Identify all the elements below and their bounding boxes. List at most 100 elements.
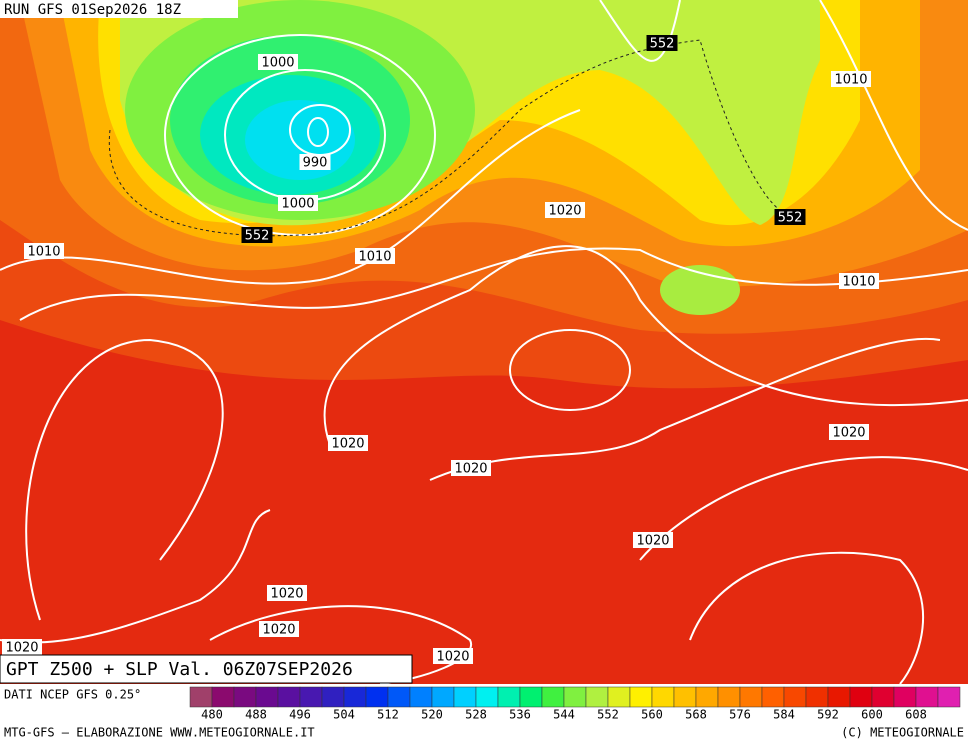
colorbar-tick-label: 576 <box>729 708 751 722</box>
colorbar-swatch <box>607 686 631 708</box>
colorbar-tick-label: 528 <box>465 708 487 722</box>
isobar-label-box <box>278 195 318 211</box>
source-label: DATI NCEP GFS 0.25° <box>4 688 141 702</box>
colorbar-swatch <box>871 686 895 708</box>
run-box <box>0 0 238 18</box>
colorbar-swatch <box>255 686 279 708</box>
isobar <box>19 247 968 321</box>
colorbar-tick-label: 600 <box>861 708 883 722</box>
colorbar-swatch <box>541 686 565 708</box>
isobar <box>509 329 631 411</box>
isobar-label-box <box>2 639 42 655</box>
colorbar-swatch <box>233 686 257 708</box>
colorbar-tick-label: 536 <box>509 708 531 722</box>
isobar-label-box <box>328 435 368 451</box>
isobar-label: 1020 <box>548 204 581 219</box>
title-box <box>0 654 413 684</box>
colorbar-swatch <box>277 686 301 708</box>
isobar-label-box <box>267 585 307 601</box>
isobar-label: 990 <box>303 156 328 171</box>
isobars <box>0 0 968 685</box>
isobar-label: 1020 <box>832 426 865 441</box>
isobar-label: 1010 <box>27 245 60 260</box>
isobar <box>429 337 941 481</box>
colorbar-swatch <box>497 686 521 708</box>
colorbar-tick-label: 504 <box>333 708 355 722</box>
colorbar-tick-label: 592 <box>817 708 839 722</box>
colorbar: 480 488 496 504 512 520 528 536 544 552 560 568 576 5… <box>189 686 961 722</box>
map-title: GPT Z500 + SLP Val. 06Z07SEP2026 <box>6 659 353 680</box>
footer-left: MTG-GFS — ELABORAZIONE WWW.METEOGIORNALE… <box>4 726 315 740</box>
colorbar-swatch <box>387 686 411 708</box>
colorbar-swatch <box>585 686 609 708</box>
colorbar-swatch <box>189 686 213 708</box>
isobar-label: 1000 <box>281 197 314 212</box>
isobar <box>0 509 271 644</box>
colorbar-swatch <box>321 686 345 708</box>
contour-labels: 1000 990 1000 1010 1010 1010 1020 1010 1020 1020 1… <box>2 35 879 665</box>
isobar-label-box <box>451 460 491 476</box>
isobar-label: 1010 <box>842 275 875 290</box>
isobar-label-box <box>829 424 869 440</box>
isobar <box>599 0 968 231</box>
colorbar-tick-label: 544 <box>553 708 575 722</box>
colorbar-tick-label: 560 <box>641 708 663 722</box>
colorbar-swatch <box>519 686 543 708</box>
isobar-label-box <box>433 648 473 664</box>
height-label: 552 <box>650 37 675 52</box>
isobar-label-box <box>633 532 673 548</box>
colorbar-swatch <box>915 686 939 708</box>
isobar <box>209 605 473 685</box>
colorbar-tick-label: 512 <box>377 708 399 722</box>
isobar-label-box <box>259 621 299 637</box>
colorbar-swatch <box>563 686 587 708</box>
isobar <box>323 245 968 446</box>
isobar-label-box <box>831 71 871 87</box>
isobar-label: 1020 <box>331 437 364 452</box>
isobar <box>164 34 436 236</box>
colorbar-tick-label: 480 <box>201 708 223 722</box>
isobar-label: 1020 <box>262 623 295 638</box>
colorbar-swatch <box>937 686 961 708</box>
isobar <box>25 338 224 621</box>
isobar <box>689 551 924 685</box>
isobar <box>0 109 581 285</box>
isobar-label: 1020 <box>5 641 38 656</box>
colorbar-tick-label: 496 <box>289 708 311 722</box>
colorbar-swatch <box>211 686 235 708</box>
colorbar-swatch <box>739 686 763 708</box>
run-label: RUN GFS 01Sep2026 18Z <box>4 2 181 18</box>
isobar-label-box <box>545 202 585 218</box>
colorbar-swatch <box>717 686 741 708</box>
colorbar-swatch <box>651 686 675 708</box>
colorbar-swatch <box>783 686 807 708</box>
isobar-label-box <box>258 54 298 70</box>
footer-right: (C) METEOGIORNALE <box>841 726 964 740</box>
isobar-label: 1020 <box>636 534 669 549</box>
isobar-label: 1010 <box>358 250 391 265</box>
height-label-box <box>774 209 806 225</box>
colorbar-swatch <box>299 686 323 708</box>
isobar-label: 1000 <box>261 56 294 71</box>
height-label: 552 <box>245 229 270 244</box>
isobar-label: 1020 <box>436 650 469 665</box>
colorbar-tick-label: 568 <box>685 708 707 722</box>
isobar-label-box <box>355 248 395 264</box>
colorbar-tick-label: 584 <box>773 708 795 722</box>
colorbar-swatch <box>343 686 367 708</box>
colorbar-tick-label: 488 <box>245 708 267 722</box>
colorbar-swatch <box>431 686 455 708</box>
isobar-label: 1020 <box>270 587 303 602</box>
map-background <box>0 0 968 684</box>
colorbar-swatch <box>365 686 389 708</box>
height-label-box <box>646 35 678 51</box>
isobar-label-box <box>839 273 879 289</box>
isobar-label: 1010 <box>834 73 867 88</box>
isobar <box>307 117 329 147</box>
colorbar-swatch <box>761 686 785 708</box>
colorbar-swatch <box>695 686 719 708</box>
colorbar-tick-label: 520 <box>421 708 443 722</box>
isobar-label: 1020 <box>454 462 487 477</box>
colorbar-swatch <box>629 686 653 708</box>
colorbar-tick-label: 552 <box>597 708 619 722</box>
